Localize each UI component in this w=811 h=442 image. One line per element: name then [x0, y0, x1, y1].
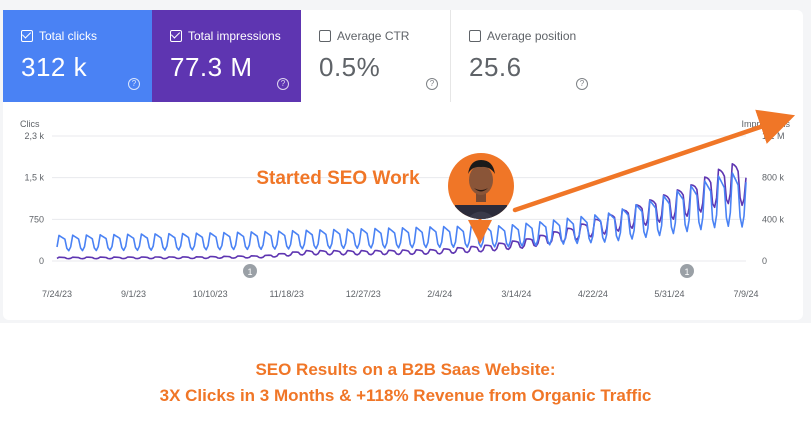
- right-tick-label: 0: [762, 256, 767, 266]
- left-tick-label: 750: [29, 214, 44, 224]
- author-avatar: [448, 153, 514, 219]
- x-tick-label: 11/18/23: [269, 289, 303, 299]
- search-console-panel: Total clicks 312 k ? Total impressions 7…: [0, 0, 811, 323]
- metric-value: 25.6: [469, 52, 522, 82]
- metric-value: 312 k: [21, 52, 88, 82]
- annotation-marker-label: 1: [247, 267, 252, 277]
- left-axis-label: Clics: [20, 119, 40, 129]
- x-tick-label: 3/14/24: [501, 289, 531, 299]
- footer-title-line1: SEO Results on a B2B Saas Website:: [255, 360, 556, 379]
- metric-label-row: Average position: [469, 28, 600, 44]
- left-tick-label: 1,5 k: [24, 173, 44, 183]
- annotation-marker-1[interactable]: 1: [243, 264, 257, 278]
- started-seo-annotation: Started SEO Work: [256, 168, 420, 189]
- left-axis: 0 750 1,5 k 2,3 k: [24, 131, 44, 266]
- x-axis: 7/24/23 9/1/23 10/10/23 11/18/23 12/27/23 2/4…: [42, 289, 759, 299]
- clicks-line: [56, 172, 747, 252]
- metric-label: Total clicks: [39, 29, 98, 43]
- x-tick-label: 12/27/23: [346, 289, 381, 299]
- metric-label: Total impressions: [188, 29, 281, 43]
- metric-label-row: Average CTR: [319, 28, 450, 44]
- checkbox-icon[interactable]: [319, 30, 331, 42]
- metric-label: Average CTR: [337, 29, 410, 43]
- metric-average-position[interactable]: Average position 25.6 ?: [451, 10, 600, 102]
- impressions-line: [56, 163, 747, 260]
- checkbox-icon[interactable]: [170, 30, 182, 42]
- x-tick-label: 7/9/24: [733, 289, 758, 299]
- help-icon[interactable]: ?: [277, 78, 289, 90]
- x-tick-label: 2/4/24: [427, 289, 452, 299]
- metric-average-ctr[interactable]: Average CTR 0.5% ?: [301, 10, 451, 102]
- x-tick-label: 9/1/23: [121, 289, 146, 299]
- left-tick-label: 2,3 k: [24, 131, 44, 141]
- metric-total-impressions[interactable]: Total impressions 77.3 M ?: [152, 10, 301, 102]
- x-tick-label: 5/31/24: [654, 289, 684, 299]
- x-tick-label: 10/10/23: [193, 289, 228, 299]
- right-tick-label: 1,2 M: [762, 131, 785, 141]
- metric-total-clicks[interactable]: Total clicks 312 k ?: [3, 10, 152, 102]
- annotation-marker-2[interactable]: 1: [680, 264, 694, 278]
- chart-grid: [52, 135, 746, 262]
- right-tick-label: 800 k: [762, 173, 785, 183]
- metric-label-row: Total clicks: [21, 28, 152, 44]
- checkbox-icon[interactable]: [21, 30, 33, 42]
- left-tick-label: 0: [39, 256, 44, 266]
- metric-label: Average position: [487, 29, 577, 43]
- help-icon[interactable]: ?: [426, 78, 438, 90]
- metric-value: 77.3 M: [170, 52, 253, 82]
- help-icon[interactable]: ?: [128, 78, 140, 90]
- checkbox-icon[interactable]: [469, 30, 481, 42]
- performance-chart: 0 750 1,5 k 2,3 k 0 400 k 800 k 1,2 M 7/24/23 9…: [20, 109, 796, 299]
- growth-arrow-icon: [512, 109, 796, 213]
- right-tick-label: 400 k: [762, 214, 785, 224]
- footer-title-line2: 3X Clicks in 3 Months & +118% Revenue fr…: [159, 386, 652, 405]
- metric-value: 0.5%: [319, 52, 381, 82]
- metric-label-row: Total impressions: [170, 28, 301, 44]
- x-tick-label: 4/22/24: [578, 289, 608, 299]
- annotation-marker-label: 1: [684, 267, 689, 277]
- help-icon[interactable]: ?: [576, 78, 588, 90]
- x-tick-label: 7/24/23: [42, 289, 72, 299]
- right-axis: 0 400 k 800 k 1,2 M: [762, 131, 785, 266]
